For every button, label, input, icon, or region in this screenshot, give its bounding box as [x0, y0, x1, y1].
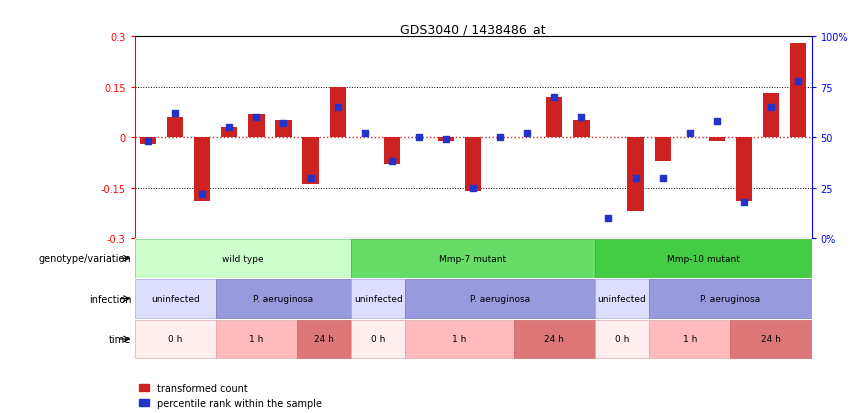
- Point: [331, 104, 345, 111]
- Bar: [730, 320, 812, 358]
- Point: [520, 131, 534, 137]
- Text: 24 h: 24 h: [544, 335, 564, 344]
- Bar: [763, 94, 779, 138]
- Point: [493, 135, 507, 141]
- Text: P. aeruginosa: P. aeruginosa: [470, 294, 530, 304]
- Bar: [248, 114, 265, 138]
- Bar: [649, 280, 812, 318]
- Bar: [167, 118, 183, 138]
- Bar: [135, 280, 216, 318]
- Point: [602, 215, 615, 222]
- Point: [737, 199, 751, 206]
- Bar: [216, 280, 352, 318]
- Bar: [405, 280, 595, 318]
- Bar: [194, 138, 210, 202]
- Legend: transformed count, percentile rank within the sample: transformed count, percentile rank withi…: [140, 383, 322, 408]
- Point: [683, 131, 697, 137]
- Text: 0 h: 0 h: [615, 335, 629, 344]
- Bar: [708, 138, 725, 141]
- Bar: [140, 138, 156, 145]
- Text: wild type: wild type: [222, 254, 264, 263]
- Bar: [302, 138, 319, 185]
- Point: [575, 114, 589, 121]
- Bar: [790, 44, 806, 138]
- Text: P. aeruginosa: P. aeruginosa: [253, 294, 313, 304]
- Point: [628, 175, 642, 181]
- Bar: [595, 280, 649, 318]
- Point: [195, 191, 209, 197]
- Point: [277, 121, 291, 127]
- Text: 1 h: 1 h: [452, 335, 467, 344]
- Bar: [595, 320, 649, 358]
- Bar: [352, 239, 595, 278]
- Point: [141, 138, 155, 145]
- Point: [385, 159, 398, 165]
- Bar: [649, 320, 730, 358]
- Bar: [352, 280, 405, 318]
- Text: 0 h: 0 h: [372, 335, 385, 344]
- Bar: [465, 138, 481, 192]
- Bar: [330, 88, 345, 138]
- Bar: [405, 320, 514, 358]
- Point: [168, 110, 182, 117]
- Text: Mmp-7 mutant: Mmp-7 mutant: [439, 254, 507, 263]
- Point: [791, 78, 805, 85]
- Point: [548, 94, 562, 101]
- Point: [358, 131, 372, 137]
- Text: 1 h: 1 h: [682, 335, 697, 344]
- Bar: [736, 138, 752, 202]
- Bar: [352, 320, 405, 358]
- Text: 0 h: 0 h: [168, 335, 182, 344]
- Bar: [514, 320, 595, 358]
- Point: [249, 114, 263, 121]
- Text: 24 h: 24 h: [314, 335, 334, 344]
- Bar: [275, 121, 292, 138]
- Bar: [297, 320, 352, 358]
- Bar: [135, 239, 352, 278]
- Text: P. aeruginosa: P. aeruginosa: [700, 294, 760, 304]
- Text: time: time: [109, 334, 131, 344]
- Text: genotype/variation: genotype/variation: [38, 254, 131, 263]
- Point: [655, 175, 669, 181]
- Text: uninfected: uninfected: [598, 294, 647, 304]
- Bar: [628, 138, 644, 211]
- Text: uninfected: uninfected: [151, 294, 200, 304]
- Bar: [384, 138, 400, 165]
- Bar: [135, 320, 216, 358]
- Point: [764, 104, 778, 111]
- Point: [304, 175, 318, 181]
- Bar: [595, 239, 812, 278]
- Text: infection: infection: [89, 294, 131, 304]
- Bar: [654, 138, 671, 161]
- Point: [439, 137, 453, 143]
- Point: [710, 119, 724, 125]
- Point: [222, 124, 236, 131]
- Text: 1 h: 1 h: [249, 335, 264, 344]
- Bar: [437, 138, 454, 141]
- Text: 24 h: 24 h: [761, 335, 781, 344]
- Bar: [573, 121, 589, 138]
- Bar: [221, 128, 238, 138]
- Bar: [216, 320, 297, 358]
- Point: [412, 135, 426, 141]
- Title: GDS3040 / 1438486_at: GDS3040 / 1438486_at: [400, 23, 546, 36]
- Point: [466, 185, 480, 192]
- Text: uninfected: uninfected: [354, 294, 403, 304]
- Text: Mmp-10 mutant: Mmp-10 mutant: [667, 254, 740, 263]
- Bar: [546, 97, 562, 138]
